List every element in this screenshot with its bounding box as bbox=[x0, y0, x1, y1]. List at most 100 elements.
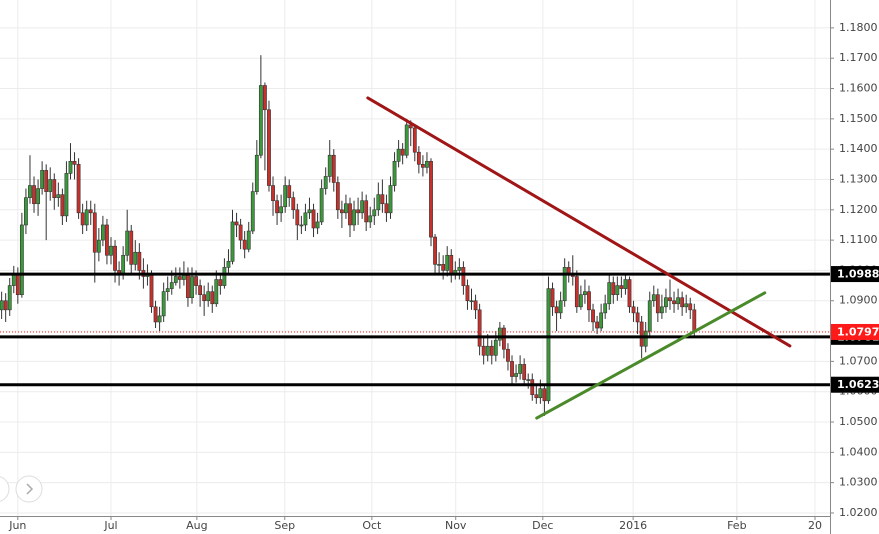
scroll-right-button[interactable] bbox=[15, 475, 43, 503]
candle-body bbox=[307, 209, 312, 214]
candle-body bbox=[153, 306, 158, 323]
candle-body bbox=[15, 273, 20, 295]
last-price-box bbox=[831, 323, 879, 340]
candle-body bbox=[149, 273, 154, 308]
candle-body bbox=[214, 279, 219, 305]
candle-body bbox=[680, 297, 685, 308]
candle-body bbox=[599, 312, 604, 329]
candle-body bbox=[100, 224, 105, 241]
candle-body bbox=[84, 209, 89, 226]
x-tick-label: Nov bbox=[445, 519, 467, 532]
candle-body bbox=[534, 394, 539, 399]
candle-body bbox=[80, 212, 85, 226]
candle-body bbox=[396, 148, 401, 162]
candle-body bbox=[676, 297, 680, 305]
y-tick-label: 1.0200 bbox=[839, 506, 878, 519]
candle-body bbox=[202, 294, 207, 302]
candle-body bbox=[380, 194, 385, 205]
candle-body bbox=[165, 288, 170, 292]
axes: 1.02001.03001.04001.05001.06001.07001.08… bbox=[8, 21, 879, 532]
candle-body bbox=[388, 185, 393, 214]
candle-body bbox=[538, 388, 543, 399]
candle-body bbox=[587, 291, 591, 311]
candle-body bbox=[3, 300, 8, 311]
candle-body bbox=[416, 151, 421, 165]
candle-body bbox=[400, 148, 405, 156]
candle-body bbox=[692, 309, 697, 333]
x-tick-label: Dec bbox=[532, 519, 553, 532]
y-tick-label: 1.0500 bbox=[839, 415, 878, 428]
candle-body bbox=[161, 291, 166, 317]
candle-body bbox=[643, 330, 648, 347]
x-tick-label: Feb bbox=[727, 519, 746, 532]
candle-body bbox=[562, 267, 567, 302]
candle-body bbox=[242, 239, 247, 250]
candle-body bbox=[437, 264, 442, 266]
candle-body bbox=[52, 179, 57, 198]
x-tick-label: 20 bbox=[808, 519, 822, 532]
y-tick-label: 1.1100 bbox=[839, 233, 878, 246]
y-tick-label: 1.0700 bbox=[839, 354, 878, 367]
candle-body bbox=[546, 288, 551, 402]
candle-body bbox=[295, 209, 300, 226]
candle-body bbox=[275, 200, 279, 214]
candle-body bbox=[7, 285, 12, 311]
candle-body bbox=[194, 276, 198, 286]
candle-body bbox=[477, 309, 482, 347]
candle-body bbox=[603, 303, 608, 314]
scroll-left-button[interactable] bbox=[0, 476, 10, 502]
trend-line bbox=[535, 291, 767, 420]
candle-body bbox=[40, 170, 45, 189]
candle-body bbox=[659, 306, 664, 314]
candle-body bbox=[226, 261, 231, 268]
candle-body bbox=[291, 197, 296, 211]
x-tick-label: Aug bbox=[186, 519, 207, 532]
candle-body bbox=[372, 209, 377, 217]
candle-body bbox=[258, 85, 263, 156]
candle-body bbox=[481, 345, 486, 356]
candle-body bbox=[457, 267, 462, 271]
y-tick-label: 1.1800 bbox=[839, 21, 878, 34]
candle-body bbox=[522, 364, 527, 380]
candle-body bbox=[651, 294, 656, 302]
candle-body bbox=[92, 212, 97, 253]
candle-body bbox=[109, 245, 113, 256]
candle-body bbox=[465, 285, 470, 302]
candle-body bbox=[558, 300, 563, 314]
y-tick-label: 1.1200 bbox=[839, 203, 878, 216]
candle-body bbox=[502, 327, 506, 350]
candle-body bbox=[263, 85, 267, 111]
candle-body bbox=[441, 264, 446, 271]
candle-body bbox=[299, 224, 304, 227]
candle-body bbox=[311, 209, 316, 229]
candle-body bbox=[408, 124, 413, 129]
candle-body bbox=[619, 285, 624, 289]
x-tick-label: Jun bbox=[8, 519, 26, 532]
candle-body bbox=[627, 279, 632, 308]
candle-body bbox=[412, 127, 417, 153]
candle-body bbox=[554, 306, 559, 314]
candle-body bbox=[319, 188, 324, 223]
candle-body bbox=[105, 224, 109, 256]
candle-body bbox=[591, 309, 595, 323]
candle-body bbox=[335, 182, 340, 211]
candle-body bbox=[137, 251, 142, 271]
candle-body bbox=[578, 294, 583, 308]
candle-body bbox=[323, 176, 328, 189]
level-label-box bbox=[831, 266, 879, 283]
level-label: 1.0988 bbox=[837, 268, 879, 281]
candle-body bbox=[19, 224, 24, 295]
candle-body bbox=[364, 200, 369, 223]
candle-body bbox=[72, 160, 77, 165]
candle-body bbox=[60, 194, 65, 217]
candle-body bbox=[129, 230, 134, 265]
y-tick-label: 1.1600 bbox=[839, 82, 878, 95]
y-tick-label: 1.0300 bbox=[839, 476, 878, 489]
candle-body bbox=[254, 154, 259, 192]
candle-body bbox=[230, 221, 235, 262]
candle-body bbox=[368, 215, 373, 223]
candle-body bbox=[526, 379, 531, 381]
candle-body bbox=[327, 154, 332, 177]
candle-body bbox=[473, 300, 478, 311]
